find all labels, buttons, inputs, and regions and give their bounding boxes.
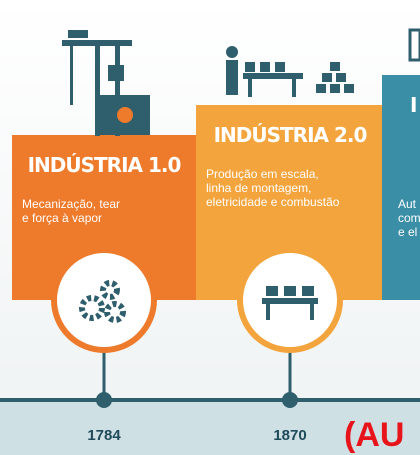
card-description: Aut — [398, 197, 417, 211]
infographic: INDÚSTRIA 1.0 INDÚSTRIA 2.0 I Mecanizaçã… — [0, 0, 420, 455]
timeline-line — [0, 398, 420, 402]
card-description: e el — [398, 225, 417, 239]
card-description: Produção em escala, — [206, 167, 319, 181]
overlay-text: (AU — [344, 416, 404, 454]
year: 1784 — [87, 427, 121, 444]
card-description: com — [398, 211, 420, 225]
icon-circle — [54, 250, 154, 350]
card-title: I — [410, 93, 416, 117]
year: 1870 — [273, 427, 306, 444]
card-description: Mecanização, tear — [22, 197, 120, 211]
timeline-dot — [282, 392, 298, 408]
card-title: INDÚSTRIA 1.0 — [28, 153, 181, 177]
card-description: e força à vapor — [22, 211, 102, 225]
page: INDÚSTRIA 1.0 INDÚSTRIA 2.0 I Mecanizaçã… — [0, 0, 420, 455]
card-title: INDÚSTRIA 2.0 — [214, 123, 367, 147]
timeline-dot — [96, 392, 112, 408]
card-description: linha de montagem, — [206, 181, 311, 195]
card-description: eletricidade e combustão — [206, 195, 340, 209]
